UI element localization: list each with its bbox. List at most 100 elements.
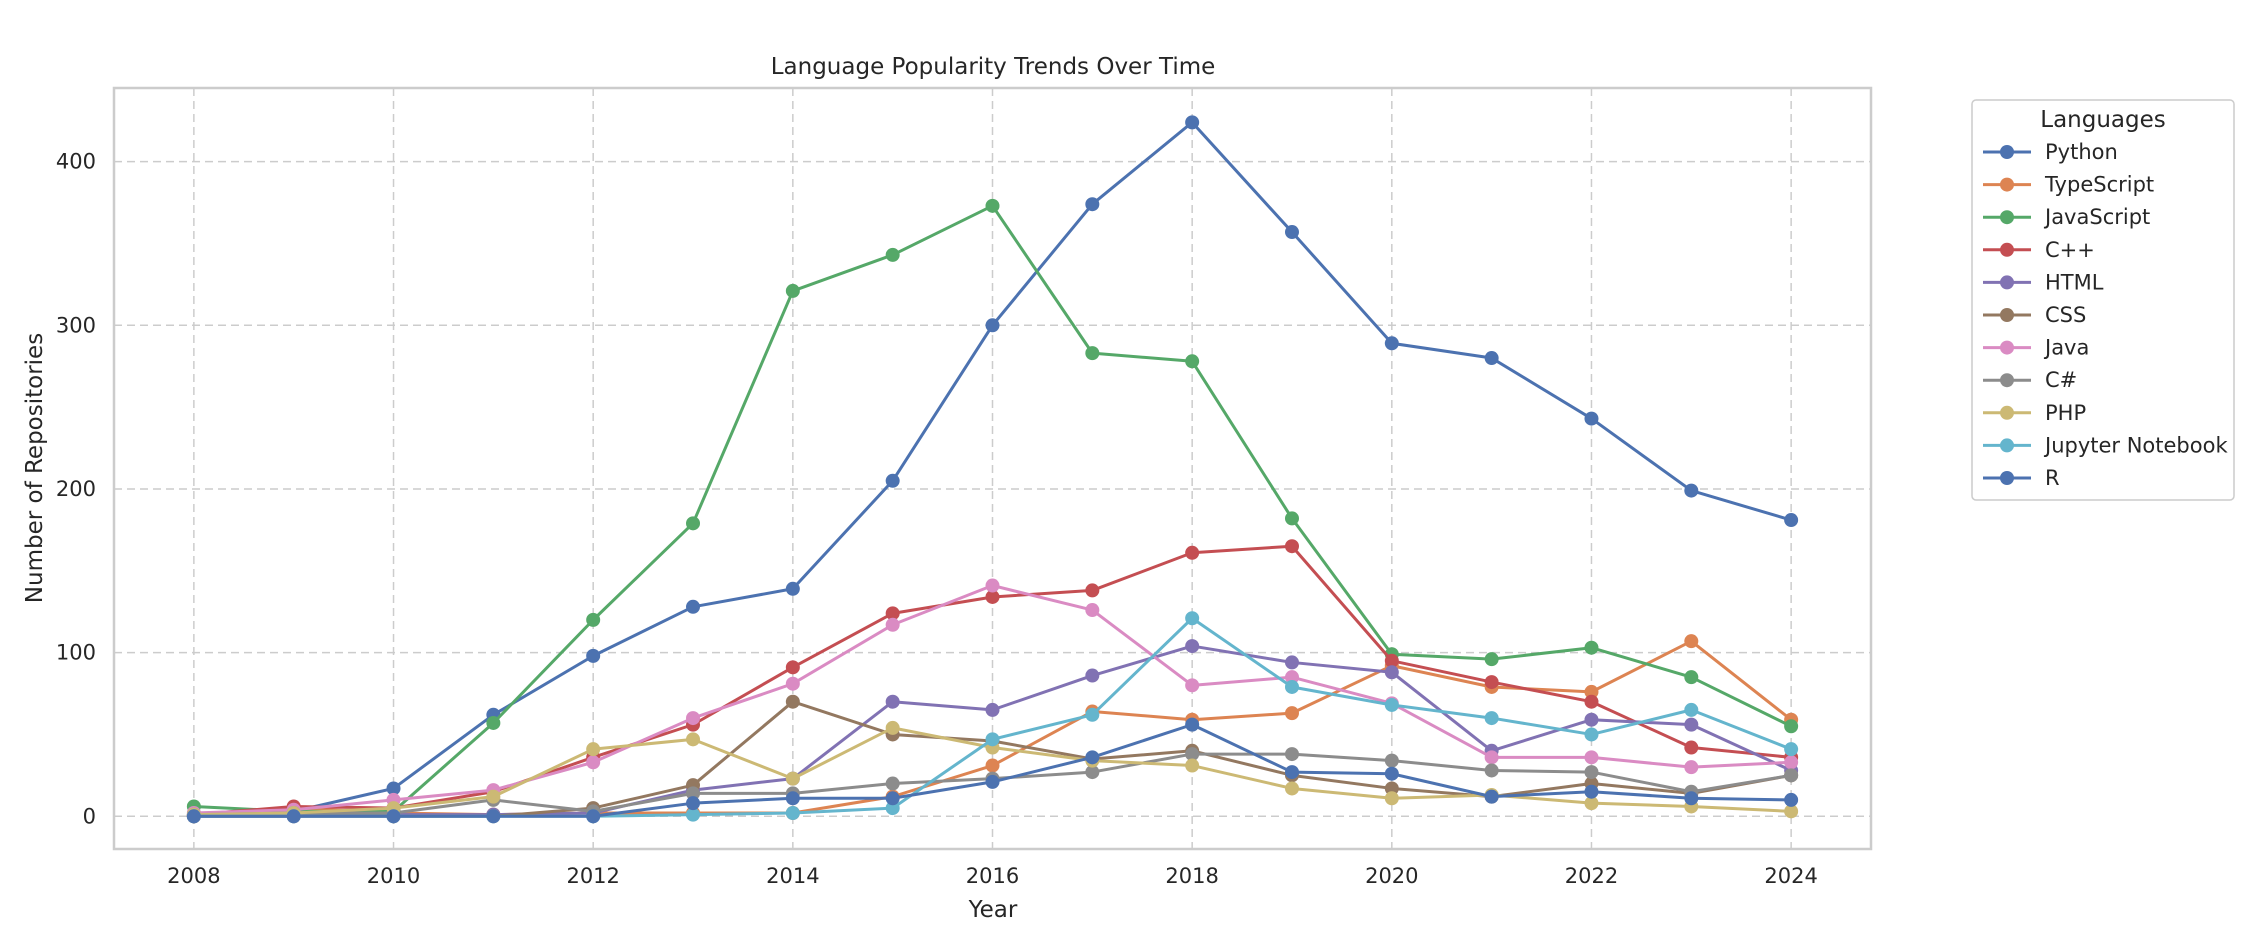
data-point [1784,804,1799,819]
data-point [1484,750,1499,765]
data-point [885,694,900,709]
data-point [1185,758,1200,773]
data-point [1584,712,1599,727]
legend-entry: CSS [1983,303,2086,327]
y-tick-label: 300 [56,313,96,337]
data-point [785,676,800,691]
data-point [586,809,601,824]
data-point [985,732,1000,747]
data-point [1484,652,1499,667]
data-point [1684,483,1699,498]
data-point [1284,539,1299,554]
legend-label: HTML [2045,270,2104,294]
data-point [586,755,601,770]
legend-label: Java [2043,336,2089,360]
data-point [1484,763,1499,778]
data-point [1784,768,1799,783]
x-tick-label: 2022 [1565,864,1618,888]
data-point [785,660,800,675]
chart-title: Language Popularity Trends Over Time [771,54,1216,80]
data-point [1284,670,1299,685]
data-point [686,807,701,822]
data-point [486,715,501,730]
legend-swatch-marker [2000,405,2014,420]
data-point [885,617,900,632]
legend-swatch-marker [2000,471,2014,485]
x-tick-label: 2012 [566,864,619,888]
data-point [1185,639,1200,654]
data-point [785,771,800,786]
data-point [785,805,800,820]
data-point [1584,694,1599,709]
data-point [1185,354,1200,369]
legend-entry: PHP [1983,401,2086,425]
data-point [1284,706,1299,721]
data-point [1484,789,1499,804]
data-point [785,791,800,806]
y-tick-label: 0 [83,804,96,828]
data-point [1085,197,1100,212]
legend-label: Jupyter Notebook [2043,433,2228,457]
data-point [1684,760,1699,775]
data-point [186,809,201,824]
data-point [1384,665,1399,680]
data-point [1684,634,1699,649]
data-point [885,606,900,621]
data-point [1284,511,1299,526]
data-point [686,711,701,726]
data-point [1384,753,1399,768]
data-point [1784,742,1799,757]
data-point [1384,781,1399,796]
data-point [885,776,900,791]
data-point [1284,679,1299,694]
data-point [586,648,601,663]
data-point [1584,684,1599,699]
legend-entry: JavaScript [1983,205,2150,229]
data-point [885,720,900,735]
legend-swatch-marker [2000,242,2014,257]
legend-swatch-marker [2000,145,2014,159]
legend-entry: R [1983,466,2060,490]
legend: Languages Python TypeScript JavaScript C++ H… [1971,99,2235,501]
data-point [985,774,1000,789]
data-point [1684,740,1699,755]
data-point [1384,653,1399,668]
legend-label: PHP [2045,401,2086,425]
data-point [1584,411,1599,426]
data-point [1784,755,1799,770]
data-point [1584,784,1599,799]
data-point [1085,583,1100,598]
data-point [985,702,1000,717]
legend-swatch-marker [2000,177,2014,192]
x-axis-label: Year [968,897,1018,923]
data-point [885,473,900,488]
data-point [1185,545,1200,560]
data-point [1584,750,1599,765]
legend-swatch-marker [2000,373,2014,388]
legend-label: Python [2045,140,2118,164]
data-point [1085,765,1100,780]
series-layer [186,115,1799,824]
data-point [686,786,701,801]
y-tick-label: 100 [56,641,96,665]
data-point [1484,711,1499,726]
data-point [985,758,1000,773]
data-point [1085,750,1100,765]
data-point [1284,765,1299,780]
legend-title: Languages [2040,107,2166,133]
data-point [686,796,701,811]
legend-swatch-marker [2000,438,2014,453]
x-tick-label: 2016 [966,864,1019,888]
data-point [386,809,401,824]
legend-entry: Java [1983,336,2089,360]
data-point [1684,717,1699,732]
y-tick-label: 200 [56,477,96,501]
data-point [1085,346,1100,361]
y-tick-label: 400 [56,150,96,174]
x-tick-label: 2020 [1365,864,1418,888]
data-point [1584,765,1599,780]
data-point [1384,697,1399,712]
x-tick-label: 2010 [367,864,420,888]
data-point [1684,791,1699,806]
legend-swatch-marker [2000,340,2014,355]
